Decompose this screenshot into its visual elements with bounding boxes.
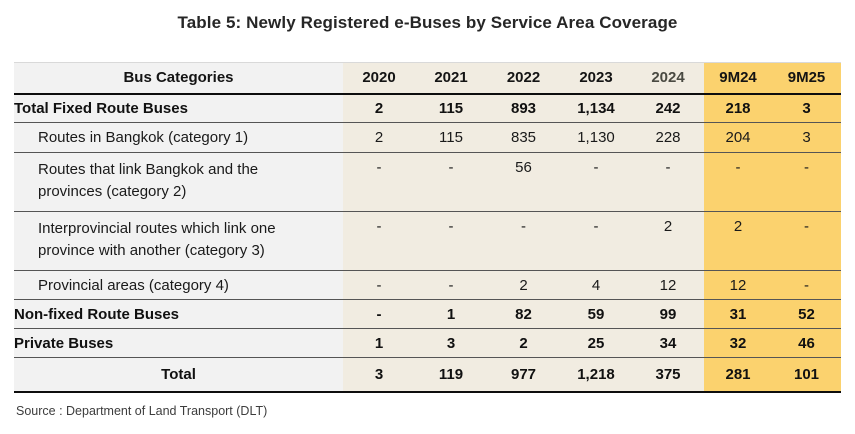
cell: 204 [704, 122, 772, 153]
column-header-9m24: 9M24 [704, 62, 772, 94]
row-label: Total [14, 357, 343, 392]
row-label: Private Buses [14, 328, 343, 358]
cell: - [772, 211, 841, 271]
header-row: Bus Categories 2020 2021 2022 2023 2024 … [14, 62, 841, 94]
column-header-bus-categories: Bus Categories [14, 62, 343, 94]
table-row-provincial-areas: Provincial areas (category 4) - - 2 4 12… [14, 270, 841, 300]
cell: 2 [487, 328, 560, 358]
column-header-2020: 2020 [343, 62, 415, 94]
cell: 3 [772, 93, 841, 123]
cell: 1 [415, 299, 487, 329]
cell: 375 [632, 357, 704, 392]
cell: - [415, 152, 487, 212]
cell: 281 [704, 357, 772, 392]
cell: 99 [632, 299, 704, 329]
cell: - [343, 152, 415, 212]
table-row-routes-in-bangkok: Routes in Bangkok (category 1) 2 115 835… [14, 122, 841, 153]
cell: - [487, 211, 560, 271]
cell: 59 [560, 299, 632, 329]
cell: 218 [704, 93, 772, 123]
cell: 2 [704, 211, 772, 271]
row-label-text: Interprovincial routes which link one pr… [38, 220, 276, 259]
column-header-2024: 2024 [632, 62, 704, 94]
row-label: Routes that link Bangkok and the provinc… [14, 152, 343, 212]
cell: 115 [415, 122, 487, 153]
table-row-total: Total 3 119 977 1,218 375 281 101 [14, 357, 841, 392]
table-row-private-buses: Private Buses 1 3 2 25 34 32 46 [14, 328, 841, 358]
cell: 12 [632, 270, 704, 300]
cell: - [415, 270, 487, 300]
cell: 1 [343, 328, 415, 358]
cell: 2 [487, 270, 560, 300]
cell: - [772, 270, 841, 300]
cell: 1,218 [560, 357, 632, 392]
cell: 2 [343, 122, 415, 153]
cell: 32 [704, 328, 772, 358]
cell: 25 [560, 328, 632, 358]
column-header-2021: 2021 [415, 62, 487, 94]
cell: 31 [704, 299, 772, 329]
ebus-table: Bus Categories 2020 2021 2022 2023 2024 … [14, 62, 841, 393]
cell: - [415, 211, 487, 271]
cell: 115 [415, 93, 487, 123]
column-header-2022: 2022 [487, 62, 560, 94]
table-title: Table 5: Newly Registered e-Buses by Ser… [177, 13, 678, 32]
cell: 12 [704, 270, 772, 300]
row-label: Provincial areas (category 4) [14, 270, 343, 300]
cell: - [772, 152, 841, 212]
cell: 3 [415, 328, 487, 358]
cell: 52 [772, 299, 841, 329]
table-row-total-fixed-route-buses: Total Fixed Route Buses 2 115 893 1,134 … [14, 93, 841, 123]
cell: 1,130 [560, 122, 632, 153]
cell: - [632, 152, 704, 212]
row-label: Non-fixed Route Buses [14, 299, 343, 329]
table-row-interprovincial-routes: Interprovincial routes which link one pr… [14, 211, 841, 271]
cell: 101 [772, 357, 841, 392]
cell: 2 [632, 211, 704, 271]
cell: 82 [487, 299, 560, 329]
cell: 3 [772, 122, 841, 153]
cell: 242 [632, 93, 704, 123]
source-note: Source : Department of Land Transport (D… [16, 404, 268, 418]
cell: - [343, 270, 415, 300]
cell: - [704, 152, 772, 212]
cell: 893 [487, 93, 560, 123]
cell: 228 [632, 122, 704, 153]
cell: 4 [560, 270, 632, 300]
cell: - [343, 211, 415, 271]
cell: - [343, 299, 415, 329]
cell: 2 [343, 93, 415, 123]
column-header-9m25: 9M25 [772, 62, 841, 94]
cell: 1,134 [560, 93, 632, 123]
column-header-2023: 2023 [560, 62, 632, 94]
cell: 46 [772, 328, 841, 358]
cell: 56 [487, 152, 560, 212]
cell: - [560, 211, 632, 271]
row-label-text: Routes that link Bangkok and the provinc… [38, 161, 259, 200]
row-label: Interprovincial routes which link one pr… [14, 211, 343, 271]
table-row-non-fixed-route-buses: Non-fixed Route Buses - 1 82 59 99 31 52 [14, 299, 841, 329]
table-row-routes-link-bangkok-provinces: Routes that link Bangkok and the provinc… [14, 152, 841, 212]
cell: 977 [487, 357, 560, 392]
cell: 835 [487, 122, 560, 153]
cell: 34 [632, 328, 704, 358]
cell: - [560, 152, 632, 212]
cell: 119 [415, 357, 487, 392]
row-label: Total Fixed Route Buses [14, 93, 343, 123]
cell: 3 [343, 357, 415, 392]
row-label: Routes in Bangkok (category 1) [14, 122, 343, 153]
